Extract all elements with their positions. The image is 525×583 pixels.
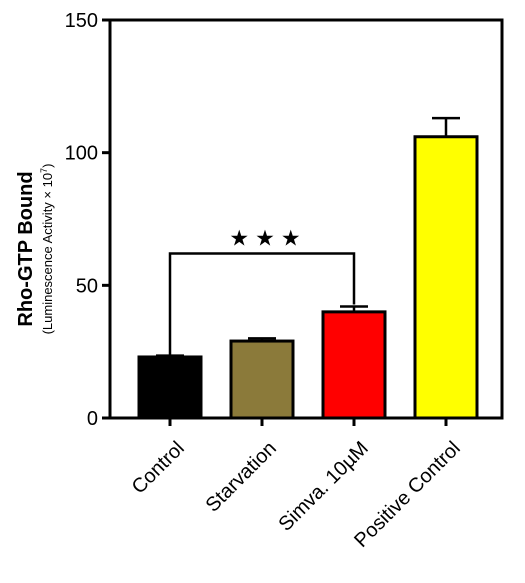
y-tick-label: 50	[76, 275, 98, 297]
bars-group	[137, 135, 479, 420]
y-axis-subtitle-text: (Luminescence Activity × 10	[40, 173, 55, 335]
bar	[137, 355, 203, 420]
plot-frame	[108, 18, 504, 420]
bar	[321, 310, 387, 420]
y-axis-subtitle-close: )	[40, 164, 55, 168]
y-tick-label: 150	[65, 10, 98, 32]
x-category-label: Simva. 10µM	[274, 437, 372, 535]
significance-bracket	[168, 252, 356, 355]
bar	[229, 339, 295, 420]
error-bars-group	[156, 116, 460, 357]
significance-stars: ★★★	[229, 226, 306, 251]
y-axis-subtitle-exponent: 7	[39, 168, 49, 173]
y-tick-label: 0	[87, 408, 98, 430]
x-category-label: Control	[128, 437, 189, 498]
x-category-label: Starvation	[202, 437, 281, 516]
y-axis-title: Rho-GTP Bound	[15, 171, 37, 326]
bar	[413, 135, 479, 420]
y-axis-subtitle: (Luminescence Activity × 107)	[39, 164, 55, 335]
significance-group: ★★★	[168, 226, 356, 355]
y-tick-label: 100	[65, 143, 98, 165]
